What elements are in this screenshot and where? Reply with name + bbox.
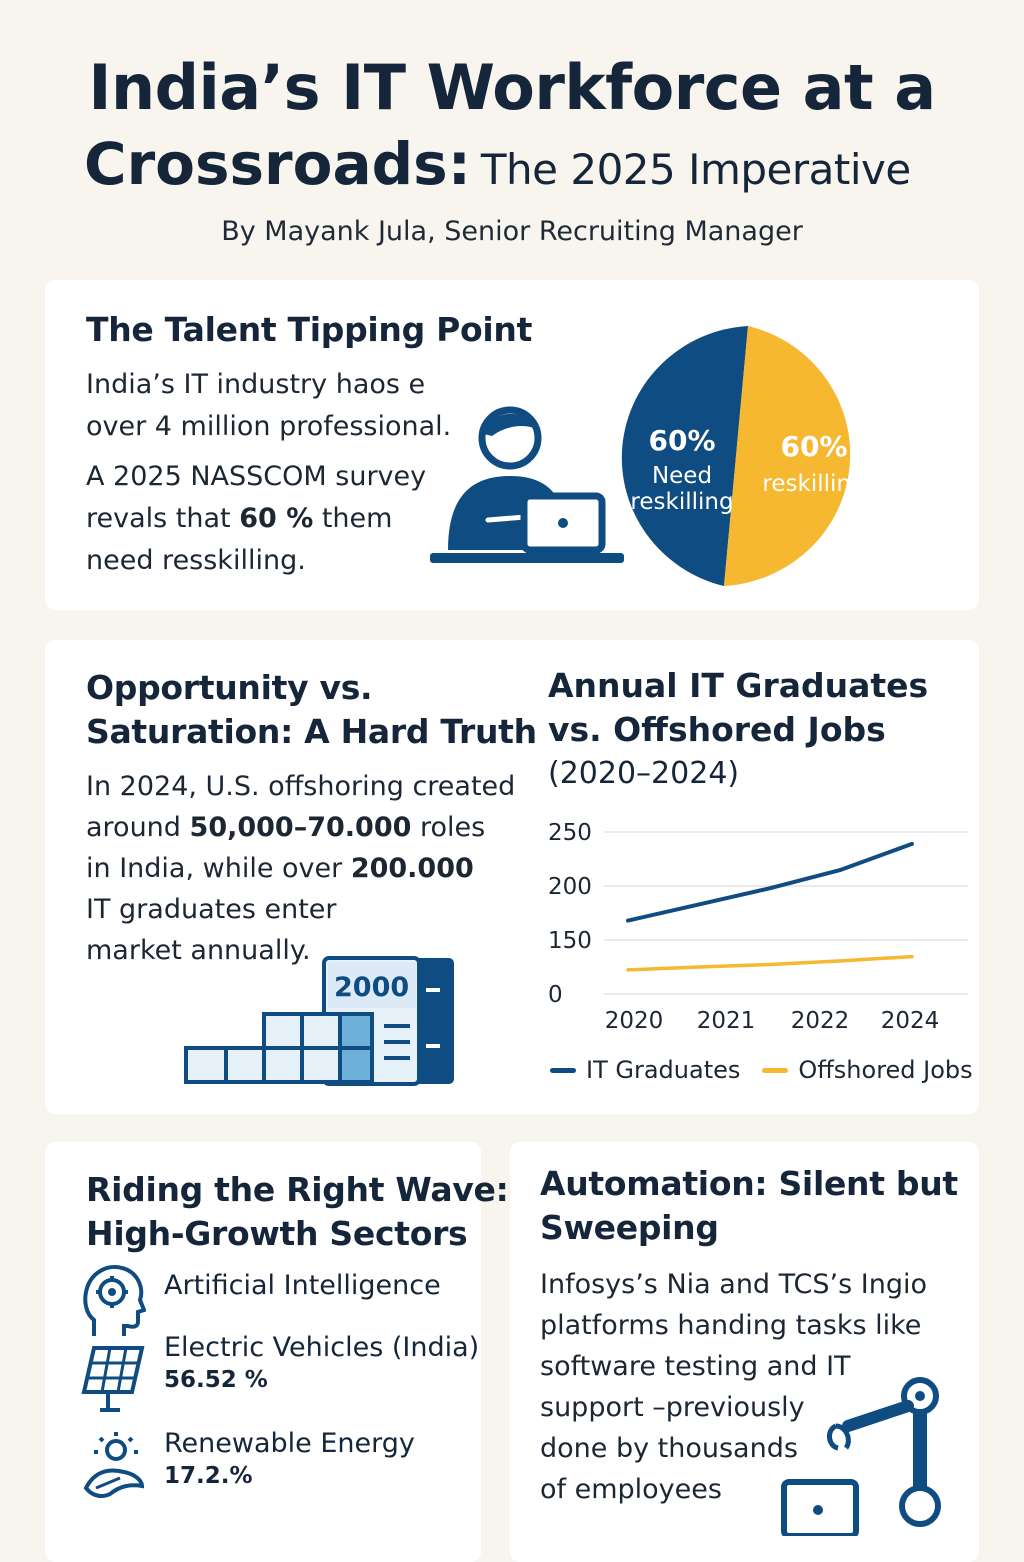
sectors-heading-line1: Riding the Right Wave: (86, 1170, 509, 1209)
automation-paragraph: Infosys’s Nia and TCS’s Ingio platforms … (540, 1264, 927, 1510)
sector-item-ai: Artificial Intelligence (164, 1270, 441, 1301)
y-tick-250: 250 (548, 820, 592, 846)
page-title-subtitle: The 2025 Imperative (480, 145, 911, 194)
talent-para1-line2: over 4 million professional. (86, 411, 452, 442)
pie-slice-need-reskilling (621, 326, 748, 586)
robot-arm-laptop-icon (781, 1377, 941, 1536)
opp-line-2-pre: around (86, 812, 190, 843)
opp-line-3-pre: in India, while over (86, 853, 351, 884)
sector-name-ai: Artificial Intelligence (164, 1270, 441, 1301)
sectors-card (45, 1142, 481, 1562)
chart-subtitle: (2020–2024) (548, 756, 740, 791)
blocks-graphic-label: 2000 (334, 972, 410, 1003)
opp-stat-roles: 50,000–70.000 (189, 812, 412, 843)
automation-line-3: software testing and IT (540, 1351, 851, 1382)
sector-name-renewable: Renewable Energy (164, 1428, 415, 1459)
series-line-it-graduates (626, 841, 914, 923)
opp-line-5: market annually. (86, 935, 311, 966)
talent-stat-60: 60 % (239, 503, 314, 534)
automation-heading-line1: Automation: Silent but (540, 1164, 958, 1203)
sector-name-ev: Electric Vehicles (India) (164, 1332, 480, 1363)
opp-line-2-post: roles (411, 812, 486, 843)
sector-item-ev: Electric Vehicles (India) 56.52 % (164, 1332, 479, 1393)
pie-right-pct: 60% (780, 430, 848, 463)
automation-line-5: done by thousands (540, 1433, 798, 1464)
y-tick-150: 150 (548, 928, 592, 954)
talent-paragraph-2: A 2025 NASSCOM survey revals that 60 % t… (86, 456, 426, 582)
sector-value-ev: 56.52 % (164, 1367, 268, 1393)
sector-item-renewable: Renewable Energy 17.2.% (164, 1428, 415, 1489)
talent-para2-line2: revals that 60 % them (86, 498, 426, 540)
talent-para2-line3: need resskilling. (86, 545, 306, 576)
pie-left-pct: 60% (648, 424, 716, 457)
legend-label-graduates: IT Graduates (586, 1056, 741, 1084)
legend-swatch-offshored (762, 1067, 789, 1073)
opportunity-heading: Opportunity vs. Saturation: A Hard Truth (86, 666, 537, 754)
x-tick-2021: 2021 (697, 1008, 756, 1034)
opportunity-heading-line1: Opportunity vs. (86, 668, 373, 707)
talent-para2-post: them (313, 503, 393, 534)
x-tick-2020: 2020 (605, 1008, 664, 1034)
pie-right-label: 60% reskilling (750, 430, 878, 497)
page-title-crossroads: Crossroads: (84, 130, 471, 198)
automation-card (510, 1142, 979, 1562)
page-title-line2: Crossroads: The 2025 Imperative (84, 128, 911, 206)
talent-para2-line1: A 2025 NASSCOM survey (86, 461, 427, 492)
legend-swatch-graduates (550, 1067, 576, 1073)
opp-stat-graduates: 200.000 (350, 853, 474, 884)
pie-left-text-1: Need (651, 463, 713, 489)
chart-title-line1: Annual IT Graduates (548, 666, 929, 705)
ai-head-icon (83, 1265, 146, 1336)
automation-line-1: Infosys’s Nia and TCS’s Ingio (540, 1269, 928, 1300)
opportunity-paragraph: In 2024, U.S. offshoring created around … (86, 766, 515, 971)
opp-line-3: in India, while over 200.000 (86, 848, 515, 889)
sectors-heading: Riding the Right Wave: High-Growth Secto… (86, 1168, 509, 1256)
talent-para1-line1: India’s IT industry haos e (86, 369, 426, 400)
talent-paragraph-1: India’s IT industry haos e over 4 millio… (86, 364, 451, 448)
opportunity-heading-line2: Saturation: A Hard Truth (86, 712, 537, 751)
pie-slice-reskilling (724, 326, 851, 586)
graduates-blocks-graphic (184, 956, 454, 1086)
automation-heading: Automation: Silent but Sweeping (540, 1162, 958, 1250)
pie-right-text: reskilling (762, 471, 866, 497)
y-tick-200: 200 (548, 874, 592, 900)
talent-heading: The Talent Tipping Point (86, 310, 533, 349)
chart-title-line2: vs. Offshored Jobs (548, 710, 886, 749)
opp-line-4: IT graduates enter (86, 894, 337, 925)
renewable-hand-icon (83, 1432, 145, 1498)
page-title-line1: India’s IT Workforce at a (88, 51, 936, 124)
y-tick-0: 0 (548, 982, 563, 1008)
automation-line-4: support –previously (540, 1392, 805, 1423)
opp-line-1: In 2024, U.S. offshoring created (86, 771, 516, 802)
legend-label-offshored: Offshored Jobs (798, 1056, 973, 1084)
chart-legend: IT Graduates Offshored Jobs (550, 1056, 973, 1084)
graduates-vs-offshored-line-chart: 0 150 200 250 2020 2021 2022 2024 (548, 820, 968, 1034)
sector-value-renewable: 17.2.% (164, 1463, 253, 1489)
series-line-offshored-jobs (626, 954, 914, 972)
x-tick-2024: 2024 (881, 1008, 940, 1034)
talent-para2-pre: revals that (86, 503, 240, 534)
solar-panel-icon (81, 1346, 145, 1412)
pie-left-text-2: reskilling (630, 489, 734, 515)
pie-left-label: 60% Need reskilling (622, 424, 742, 515)
automation-line-6: of employees (540, 1474, 722, 1505)
opp-line-2: around 50,000–70.000 roles (86, 807, 515, 848)
automation-line-2: platforms handing tasks like (540, 1310, 922, 1341)
opportunity-card (45, 640, 979, 1114)
byline: By Mayank Jula, Senior Recruiting Manage… (221, 216, 803, 247)
reskilling-pie-chart (621, 326, 851, 586)
chart-title: Annual IT Graduates vs. Offshored Jobs (548, 664, 928, 752)
person-laptop-icon (430, 406, 624, 563)
sectors-heading-line2: High-Growth Sectors (86, 1214, 468, 1253)
automation-heading-line2: Sweeping (540, 1208, 719, 1247)
x-tick-2022: 2022 (791, 1008, 850, 1034)
